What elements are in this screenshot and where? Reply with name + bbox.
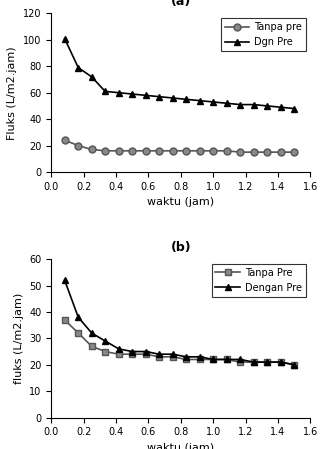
Dengan Pre	[184, 354, 188, 360]
Dengan Pre	[211, 357, 215, 362]
Tanpa pre	[211, 148, 215, 154]
Line: Dengan Pre: Dengan Pre	[61, 277, 298, 368]
Tanpa Pre	[252, 359, 256, 365]
Dengan Pre	[63, 277, 67, 283]
Title: (b): (b)	[171, 241, 191, 254]
Tanpa pre	[292, 150, 296, 155]
Dgn Pre	[279, 105, 283, 110]
Dgn Pre	[292, 106, 296, 111]
Tanpa pre	[117, 148, 121, 154]
Dgn Pre	[130, 91, 134, 97]
Tanpa Pre	[171, 354, 175, 360]
Tanpa Pre	[265, 359, 269, 365]
Tanpa pre	[144, 148, 148, 154]
Y-axis label: Fluks (L/m2.jam): Fluks (L/m2.jam)	[7, 46, 17, 140]
Tanpa Pre	[157, 354, 161, 360]
Dgn Pre	[238, 102, 242, 107]
Tanpa pre	[265, 150, 269, 155]
Dengan Pre	[103, 338, 107, 343]
X-axis label: waktu (jam): waktu (jam)	[147, 197, 214, 207]
Dgn Pre	[184, 97, 188, 102]
Tanpa Pre	[76, 330, 80, 336]
Dengan Pre	[144, 349, 148, 354]
Dgn Pre	[144, 92, 148, 98]
Tanpa pre	[130, 148, 134, 154]
Dengan Pre	[157, 352, 161, 357]
Dgn Pre	[63, 36, 67, 41]
Dengan Pre	[76, 314, 80, 320]
Tanpa pre	[63, 137, 67, 143]
Tanpa pre	[103, 148, 107, 154]
Y-axis label: fluks (L/m2.jam): fluks (L/m2.jam)	[13, 293, 24, 384]
Tanpa pre	[198, 148, 202, 154]
Tanpa pre	[157, 148, 161, 154]
Dgn Pre	[76, 65, 80, 70]
Tanpa pre	[225, 148, 228, 154]
Dgn Pre	[211, 99, 215, 105]
Dengan Pre	[279, 359, 283, 365]
Tanpa Pre	[103, 349, 107, 354]
Legend: Tanpa Pre, Dengan Pre: Tanpa Pre, Dengan Pre	[212, 264, 306, 297]
Dengan Pre	[265, 359, 269, 365]
Dengan Pre	[117, 346, 121, 352]
Line: Tanpa Pre: Tanpa Pre	[61, 317, 298, 368]
Dgn Pre	[117, 90, 121, 95]
Tanpa Pre	[144, 352, 148, 357]
Dgn Pre	[225, 101, 228, 106]
Dengan Pre	[252, 359, 256, 365]
Tanpa Pre	[90, 343, 94, 349]
Dgn Pre	[265, 103, 269, 109]
Line: Tanpa pre: Tanpa pre	[61, 137, 298, 156]
Tanpa Pre	[279, 359, 283, 365]
Dengan Pre	[90, 330, 94, 336]
Dgn Pre	[252, 102, 256, 107]
Tanpa Pre	[63, 317, 67, 322]
Dengan Pre	[292, 362, 296, 367]
Tanpa pre	[184, 148, 188, 154]
Dengan Pre	[225, 357, 228, 362]
Tanpa Pre	[184, 357, 188, 362]
Dgn Pre	[171, 95, 175, 101]
Tanpa Pre	[238, 359, 242, 365]
Dengan Pre	[198, 354, 202, 360]
Tanpa pre	[90, 147, 94, 152]
Dengan Pre	[238, 357, 242, 362]
Tanpa Pre	[117, 352, 121, 357]
X-axis label: waktu (jam): waktu (jam)	[147, 443, 214, 449]
Tanpa Pre	[211, 357, 215, 362]
Tanpa pre	[171, 148, 175, 154]
Line: Dgn Pre: Dgn Pre	[61, 35, 298, 112]
Tanpa Pre	[198, 357, 202, 362]
Tanpa pre	[252, 150, 256, 155]
Legend: Tanpa pre, Dgn Pre: Tanpa pre, Dgn Pre	[221, 18, 306, 51]
Dengan Pre	[171, 352, 175, 357]
Tanpa pre	[238, 150, 242, 155]
Tanpa pre	[279, 150, 283, 155]
Dengan Pre	[130, 349, 134, 354]
Dgn Pre	[157, 94, 161, 99]
Dgn Pre	[198, 98, 202, 103]
Tanpa Pre	[225, 357, 228, 362]
Tanpa Pre	[292, 362, 296, 367]
Title: (a): (a)	[171, 0, 191, 8]
Dgn Pre	[103, 89, 107, 94]
Tanpa pre	[76, 143, 80, 148]
Tanpa Pre	[130, 352, 134, 357]
Dgn Pre	[90, 74, 94, 79]
